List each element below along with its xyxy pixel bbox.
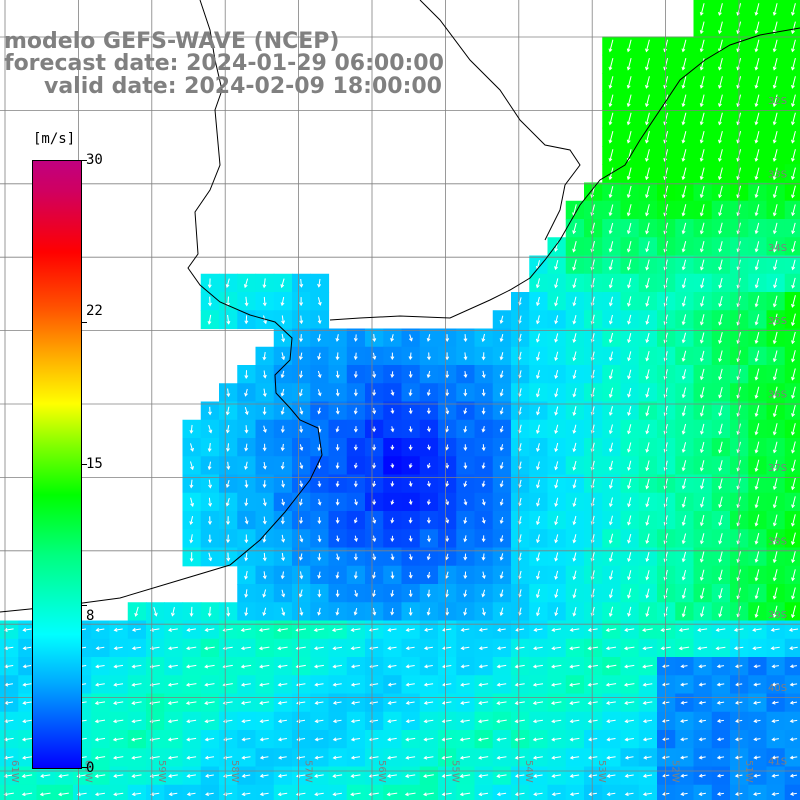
lon-label: 59W <box>156 760 167 783</box>
lat-label: 32S <box>768 96 787 107</box>
lat-label: 35S <box>768 316 787 327</box>
lat-label: 40S <box>768 683 787 694</box>
colorbar-tick-mark <box>81 605 87 607</box>
forecast-date: forecast date: 2024-01-29 06:00:00 <box>4 51 444 76</box>
lat-label: 33S <box>768 169 787 180</box>
lon-label: 61W <box>9 760 20 783</box>
lat-label: 37S <box>768 463 787 474</box>
colorbar-tick-mark <box>81 463 87 465</box>
colorbar-tick-8: 8 <box>86 608 95 624</box>
colorbar-unit: [m/s] <box>33 131 76 147</box>
lon-label: 58W <box>229 760 240 783</box>
colorbar-tick-30: 30 <box>86 152 103 168</box>
lon-label: 57W <box>303 760 314 783</box>
colorbar-tick-mark <box>81 160 87 161</box>
colorbar <box>32 160 82 769</box>
lat-label: 38S <box>768 536 787 547</box>
lat-label: 34S <box>768 243 787 254</box>
lon-label: 52W <box>670 760 681 783</box>
lon-label: 51W <box>743 760 754 783</box>
lon-label: 60W <box>82 760 93 783</box>
lon-label: 56W <box>376 760 387 783</box>
colorbar-tick-0: 0 <box>86 760 95 776</box>
colorbar-tick-mark <box>81 767 87 768</box>
model-title: modelo GEFS-WAVE (NCEP) <box>4 29 340 54</box>
colorbar-tick-15: 15 <box>86 456 103 472</box>
colorbar-tick-22: 22 <box>86 303 103 319</box>
coastline <box>0 0 800 613</box>
lon-label: 54W <box>523 760 534 783</box>
lat-label: 41S <box>768 757 787 768</box>
lon-label: 53W <box>596 760 607 783</box>
valid-date: valid date: 2024-02-09 18:00:00 <box>44 74 442 99</box>
lat-label: 39S <box>768 610 787 621</box>
lon-label: 55W <box>449 760 460 783</box>
colorbar-tick-mark <box>81 321 87 323</box>
lat-label: 36S <box>768 390 787 401</box>
